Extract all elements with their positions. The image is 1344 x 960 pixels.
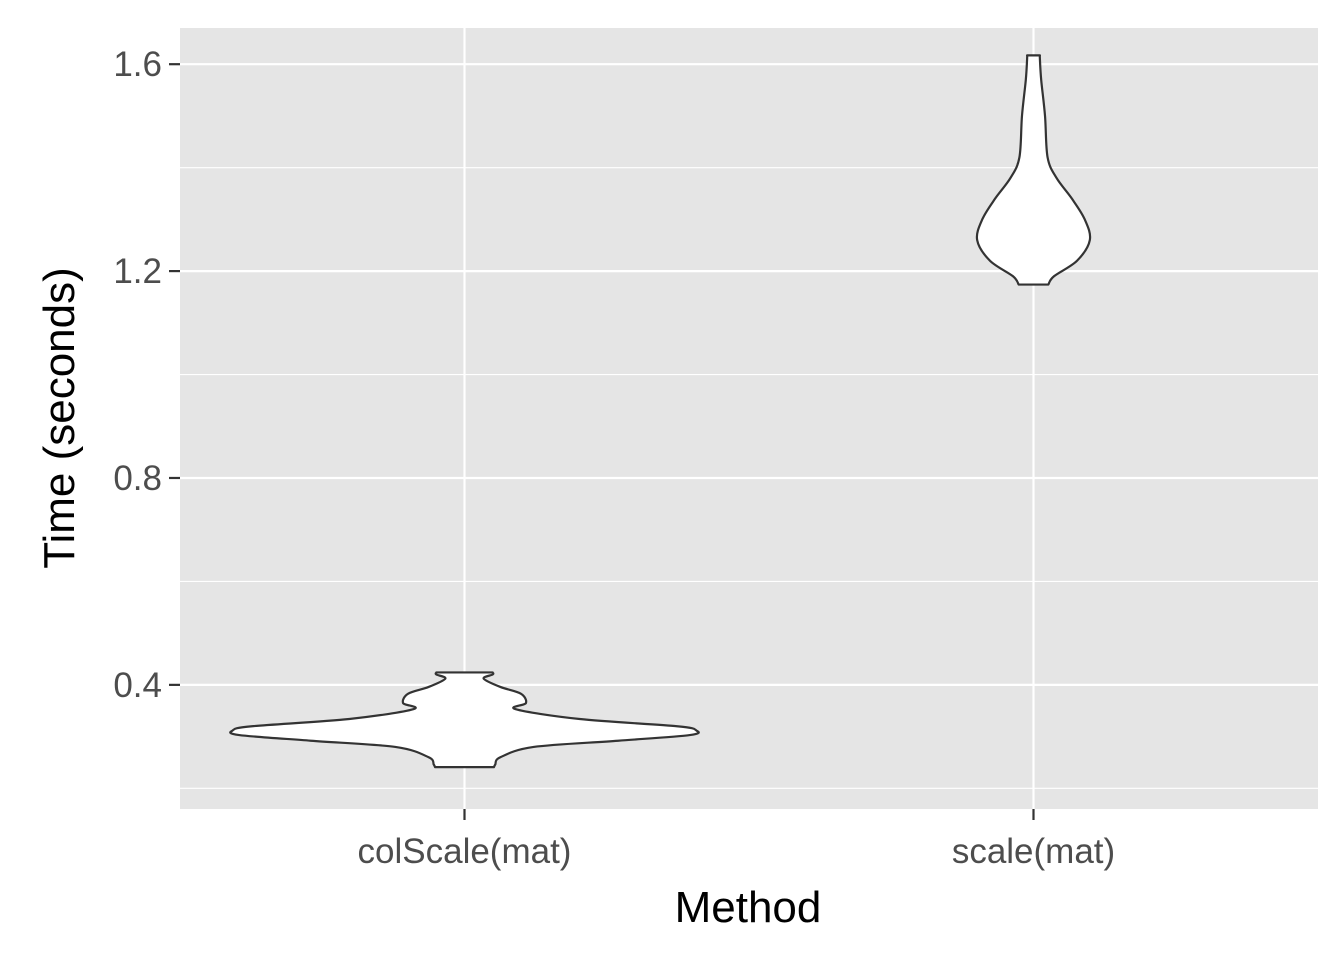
- x-axis: colScale(mat) scale(mat): [358, 809, 1115, 871]
- violins: [229, 54, 1092, 769]
- y-tick-label: 1.2: [113, 252, 162, 291]
- y-tick-label: 1.6: [113, 45, 162, 84]
- y-axis: 0.4 0.8 1.2 1.6: [113, 45, 180, 705]
- violin-scale: [975, 54, 1092, 286]
- minor-gridlines: [180, 167, 1318, 789]
- y-tick-label: 0.4: [113, 666, 162, 705]
- y-axis-title: Time (seconds): [35, 267, 84, 569]
- x-tick-label: colScale(mat): [358, 832, 572, 871]
- violin-colscale: [229, 671, 700, 769]
- x-tick-label: scale(mat): [952, 832, 1115, 871]
- y-tick-label: 0.8: [113, 459, 162, 498]
- plot-panel: [180, 28, 1318, 809]
- x-axis-title: Method: [675, 883, 822, 932]
